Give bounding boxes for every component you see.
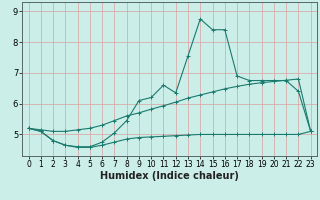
X-axis label: Humidex (Indice chaleur): Humidex (Indice chaleur) [100, 171, 239, 181]
